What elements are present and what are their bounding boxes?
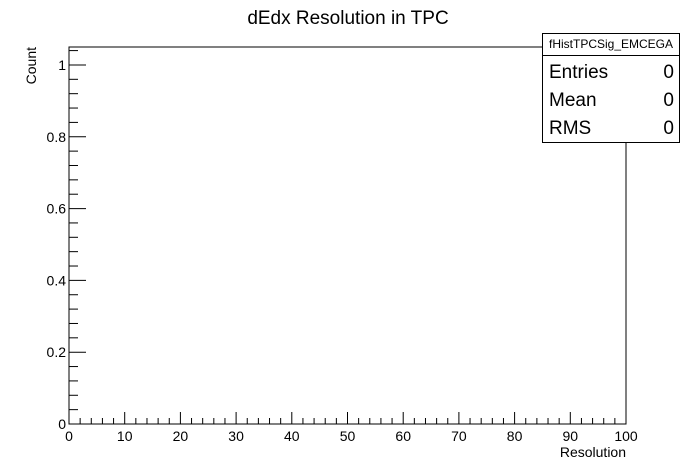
- x-tick-label: 30: [228, 428, 244, 444]
- stats-mean-label: Mean: [549, 90, 597, 111]
- x-axis-label: Resolution: [560, 444, 626, 460]
- y-axis-tick-labels: 0 0.2 0.4 0.6 0.8 1: [47, 57, 67, 432]
- x-tick-label: 100: [614, 428, 638, 444]
- stats-mean-value: 0: [663, 90, 674, 111]
- y-axis-label: Count: [23, 47, 39, 84]
- x-axis-ticks: [68, 412, 627, 424]
- y-axis-ticks: [69, 50, 86, 425]
- stats-row-entries: Entries 0: [549, 59, 674, 87]
- x-axis-tick-labels: 0 10 20 30 40 50 60 70 80 90 100: [65, 428, 638, 444]
- chart-title: dEdx Resolution in TPC: [247, 8, 448, 29]
- x-tick-label: 60: [395, 428, 411, 444]
- stats-row-mean: Mean 0: [549, 87, 674, 115]
- y-tick-label: 0.2: [47, 344, 67, 360]
- x-tick-label: 10: [117, 428, 133, 444]
- stats-entries-value: 0: [663, 62, 674, 83]
- y-tick-label: 0: [58, 416, 66, 432]
- x-tick-label: 70: [451, 428, 467, 444]
- y-tick-label: 0.4: [47, 272, 67, 288]
- y-tick-label: 1: [58, 57, 66, 73]
- stats-rms-value: 0: [663, 118, 674, 139]
- stats-box: fHistTPCSig_EMCEGA Entries 0 Mean 0 RMS …: [542, 33, 680, 143]
- y-tick-label: 0.6: [47, 201, 67, 217]
- x-tick-label: 0: [65, 428, 73, 444]
- x-tick-label: 90: [563, 428, 579, 444]
- y-tick-label: 0.8: [47, 129, 67, 145]
- x-tick-label: 40: [284, 428, 300, 444]
- stats-entries-label: Entries: [549, 62, 609, 83]
- stats-box-title: fHistTPCSig_EMCEGA: [543, 34, 679, 56]
- x-tick-label: 20: [173, 428, 189, 444]
- stats-row-rms: RMS 0: [549, 115, 674, 143]
- x-tick-label: 80: [507, 428, 523, 444]
- stats-rms-label: RMS: [549, 118, 592, 139]
- x-tick-label: 50: [340, 428, 356, 444]
